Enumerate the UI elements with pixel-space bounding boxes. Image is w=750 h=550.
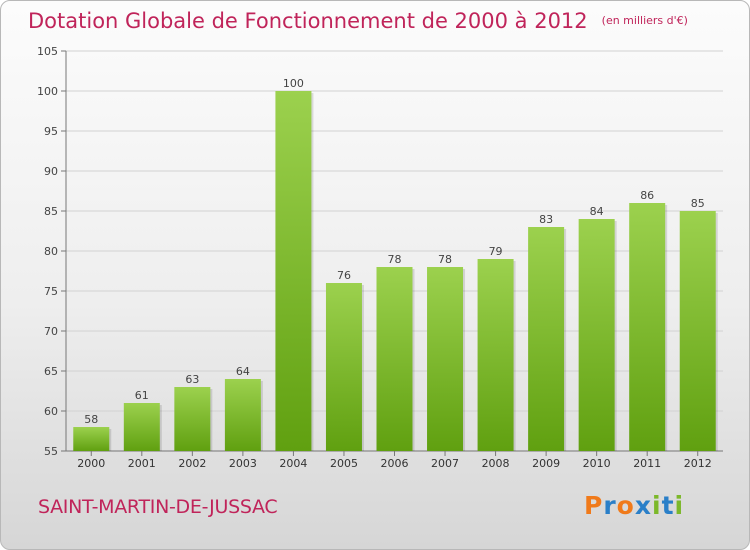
y-tick-label: 70 bbox=[44, 325, 58, 338]
bar bbox=[427, 267, 464, 451]
data-label: 76 bbox=[337, 269, 351, 282]
logo-letter: r bbox=[603, 491, 617, 520]
proxiti-logo: Proxiti bbox=[584, 491, 684, 520]
data-label: 86 bbox=[640, 189, 654, 202]
y-tick-label: 100 bbox=[37, 85, 58, 98]
logo-letter: P bbox=[584, 491, 604, 520]
logo-letter: t bbox=[661, 491, 675, 520]
bar bbox=[275, 91, 312, 451]
x-tick-label: 2003 bbox=[229, 457, 257, 470]
bars bbox=[73, 91, 718, 451]
bar bbox=[123, 403, 160, 451]
bar bbox=[73, 427, 110, 451]
x-tick-label: 2008 bbox=[482, 457, 510, 470]
chart-title: Dotation Globale de Fonctionnement de 20… bbox=[28, 9, 588, 33]
tick-labels: 55 60 65 70 75 80 85 90 95 100 105 2000 2001 2002 2003… bbox=[37, 45, 712, 470]
data-label: 84 bbox=[590, 205, 604, 218]
x-tick-label: 2004 bbox=[279, 457, 307, 470]
x-tick-label: 2012 bbox=[684, 457, 712, 470]
x-tick-label: 2007 bbox=[431, 457, 459, 470]
data-label: 64 bbox=[236, 365, 250, 378]
x-tick-label: 2005 bbox=[330, 457, 358, 470]
data-labels: 58 61 63 64 100 76 78 78 79 83 84 86 85 bbox=[84, 77, 704, 426]
data-label: 83 bbox=[539, 213, 553, 226]
bar bbox=[376, 267, 413, 451]
data-label: 78 bbox=[388, 253, 402, 266]
bar bbox=[528, 227, 565, 451]
logo-letter: x bbox=[634, 491, 652, 520]
y-tick-label: 80 bbox=[44, 245, 58, 258]
y-tick-label: 60 bbox=[44, 405, 58, 418]
data-label: 79 bbox=[489, 245, 503, 258]
y-tick-label: 75 bbox=[44, 285, 58, 298]
x-tick-label: 2006 bbox=[381, 457, 409, 470]
commune-name: SAINT-MARTIN-DE-JUSSAC bbox=[38, 496, 278, 518]
data-label: 78 bbox=[438, 253, 452, 266]
x-tick-label: 2011 bbox=[633, 457, 661, 470]
data-label: 100 bbox=[283, 77, 304, 90]
data-label: 85 bbox=[691, 197, 705, 210]
data-label: 58 bbox=[84, 413, 98, 426]
x-tick-label: 2009 bbox=[532, 457, 560, 470]
data-label: 63 bbox=[185, 373, 199, 386]
y-tick-label: 95 bbox=[44, 125, 58, 138]
y-tick-label: 55 bbox=[44, 445, 58, 458]
y-tick-label: 85 bbox=[44, 205, 58, 218]
bar bbox=[679, 211, 716, 451]
x-tick-label: 2002 bbox=[178, 457, 206, 470]
x-tick-label: 2010 bbox=[583, 457, 611, 470]
bar bbox=[578, 219, 615, 451]
y-tick-label: 105 bbox=[37, 45, 58, 58]
bar bbox=[325, 283, 362, 451]
bar bbox=[224, 379, 261, 451]
chart-subtitle: (en milliers d'€) bbox=[601, 14, 688, 27]
y-tick-label: 65 bbox=[44, 365, 58, 378]
logo-letter: i bbox=[674, 491, 685, 520]
bar bbox=[477, 259, 514, 451]
logo-letter: i bbox=[652, 491, 662, 520]
data-label: 61 bbox=[135, 389, 149, 402]
logo-letter: o bbox=[616, 491, 635, 520]
y-tick-label: 90 bbox=[44, 165, 58, 178]
bar bbox=[174, 387, 211, 451]
x-tick-label: 2001 bbox=[128, 457, 156, 470]
x-tick-label: 2000 bbox=[77, 457, 105, 470]
title-block: Dotation Globale de Fonctionnement de 20… bbox=[28, 9, 688, 33]
bar bbox=[629, 203, 666, 451]
